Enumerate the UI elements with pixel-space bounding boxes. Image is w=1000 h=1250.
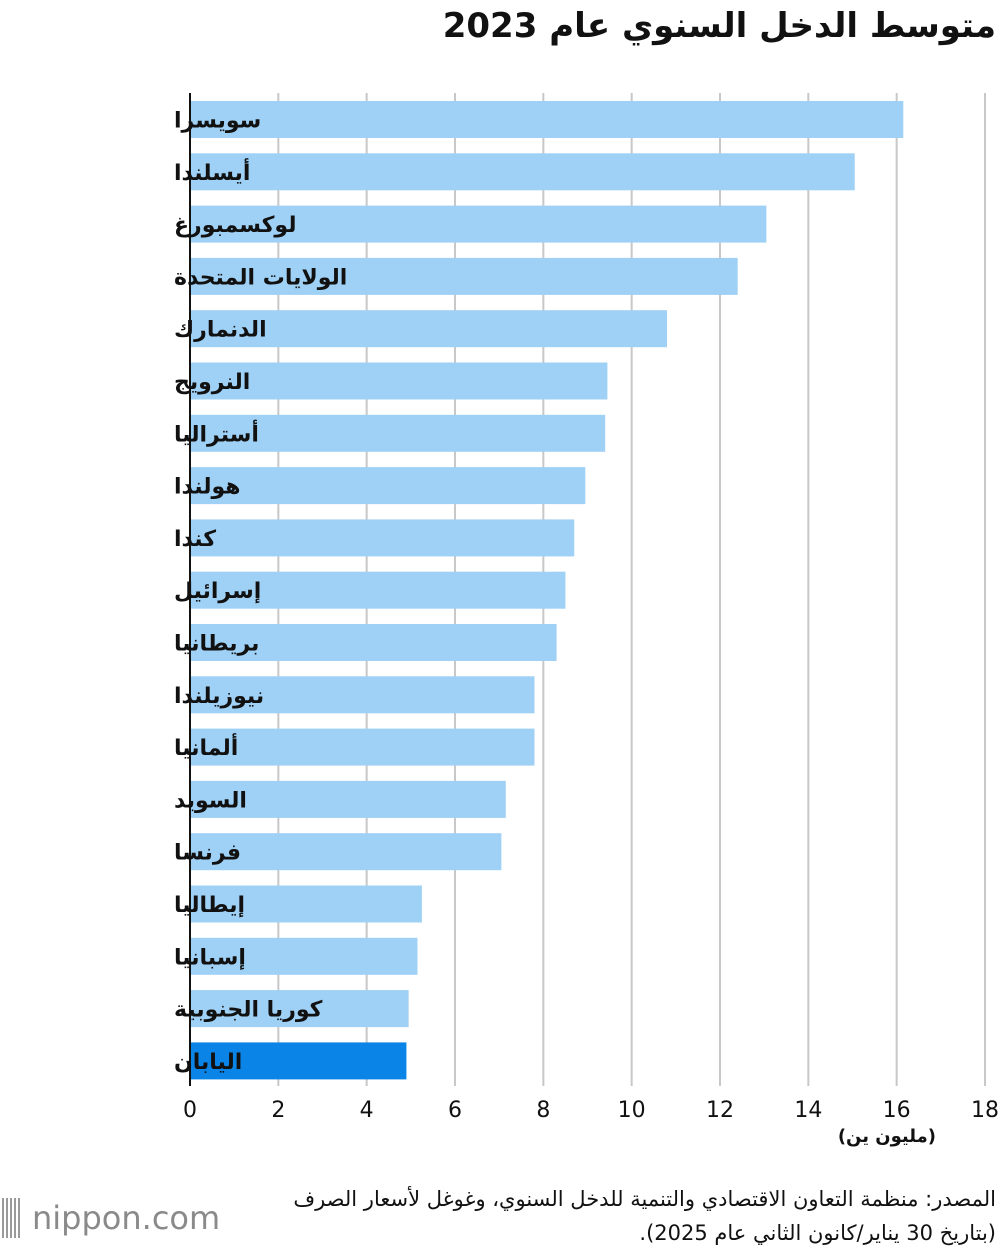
bar (190, 990, 409, 1028)
category-label: سويسرا (174, 109, 261, 134)
x-tick-labels: 0 2 4 6 8 10 12 14 16 18 (183, 1098, 999, 1123)
bar (190, 101, 904, 138)
nippon-logo: nippon.com (2, 1198, 220, 1238)
bar (190, 728, 535, 766)
bar (190, 205, 767, 243)
category-label: ألمانيا (174, 732, 238, 761)
x-tick-label: 16 (883, 1098, 911, 1123)
category-label: إيطاليا (174, 893, 245, 918)
nippon-logo-mark-icon (2, 1198, 22, 1238)
bar (190, 833, 502, 871)
x-axis-unit-label: (مليون ين) (837, 1126, 936, 1147)
bar-chart: سويسرا أيسلندا لوكسمبورغ الولايات المتحدة ال… (174, 93, 999, 1123)
bar (190, 414, 606, 452)
category-label: فرنسا (174, 841, 241, 866)
bar (190, 571, 566, 609)
category-label: السويد (174, 788, 247, 813)
bar (190, 467, 586, 505)
x-tick-label: 8 (536, 1098, 550, 1123)
bars (190, 101, 904, 1080)
x-tick-label: 12 (706, 1098, 734, 1123)
x-tick-label: 6 (448, 1098, 462, 1123)
bar (190, 885, 422, 923)
category-label: الدنمارك (174, 318, 267, 343)
x-tick-label: 18 (971, 1098, 999, 1123)
x-tick-label: 10 (618, 1098, 646, 1123)
nippon-logo-text: nippon.com (32, 1199, 221, 1237)
category-label: إسرائيل (174, 579, 261, 604)
bar (190, 310, 667, 348)
source-note: المصدر: منظمة التعاون الاقتصادي والتنمية… (293, 1187, 996, 1245)
category-label: لوكسمبورغ (174, 213, 296, 238)
chart-title: متوسط الدخل السنوي عام 2023 (442, 6, 996, 46)
bar (190, 937, 418, 975)
category-label: إسبانيا (174, 945, 246, 970)
category-label: اليابان (174, 1050, 242, 1075)
x-tick-label: 4 (360, 1098, 374, 1123)
bar (190, 257, 738, 295)
bar (190, 1042, 407, 1080)
bar (190, 153, 855, 191)
x-tick-label: 2 (271, 1098, 285, 1123)
bar (190, 780, 506, 818)
category-label: أستراليا (174, 418, 259, 447)
category-label: النرويج (174, 370, 250, 395)
bar (190, 519, 575, 557)
bar (190, 362, 608, 400)
category-label: كندا (174, 527, 216, 552)
bar (190, 676, 535, 714)
x-tick-label: 0 (183, 1098, 197, 1123)
category-label: أيسلندا (174, 157, 250, 186)
x-tick-label: 14 (794, 1098, 822, 1123)
category-label: هولندا (174, 475, 241, 500)
category-label: بريطانيا (174, 632, 259, 657)
category-label: نيوزيلندا (174, 684, 264, 709)
category-label: الولايات المتحدة (174, 265, 347, 290)
bar (190, 624, 557, 661)
category-label: كوريا الجنوبية (174, 998, 323, 1023)
